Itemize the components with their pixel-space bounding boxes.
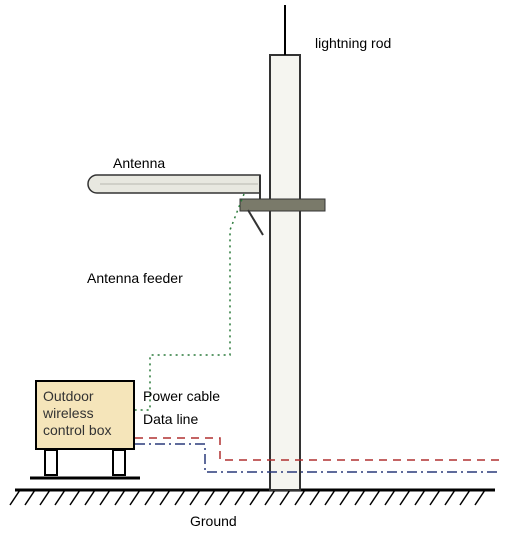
label-power-cable: Power cable	[143, 388, 220, 404]
bracket-support	[248, 210, 263, 235]
label-ground: Ground	[190, 513, 237, 529]
control-box-line1: Outdoor	[43, 388, 127, 405]
bracket-plate	[240, 199, 325, 211]
power-cable-line	[135, 438, 500, 460]
data-line-line	[135, 444, 500, 472]
label-antenna-feeder: Antenna feeder	[87, 270, 183, 286]
box-leg-left	[45, 450, 57, 475]
antenna-feeder-line	[135, 194, 244, 410]
box-leg-right	[113, 450, 125, 475]
control-box: Outdoor wireless control box	[35, 380, 135, 450]
control-box-line3: control box	[43, 422, 127, 439]
pole	[270, 55, 300, 490]
control-box-line2: wireless	[43, 405, 127, 422]
ground-hatch	[10, 490, 485, 505]
diagram-canvas	[0, 0, 510, 544]
label-antenna: Antenna	[113, 155, 165, 171]
label-lightning-rod: lightning rod	[315, 35, 391, 51]
label-data-line: Data line	[143, 411, 198, 427]
